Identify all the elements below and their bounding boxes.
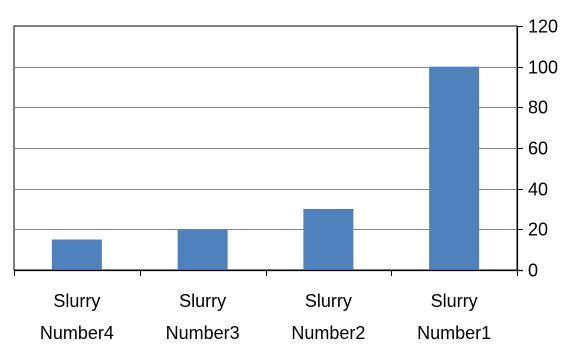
x-tick-label-slurry-number4: Slurry Number4 xyxy=(40,291,114,343)
x-tick-label-slurry-number1: Slurry Number1 xyxy=(417,291,491,343)
x-tick-label-slurry-number3: Slurry Number3 xyxy=(166,291,240,343)
x-tick-label-slurry-number2: Slurry Number2 xyxy=(291,291,365,343)
y-tick-labels: 0 20 40 60 80 100 120 xyxy=(517,17,558,281)
x-tick-label-line: Number3 xyxy=(166,323,240,343)
y-tick-label-20: 20 xyxy=(528,220,548,240)
bar-slurry-number1 xyxy=(429,66,480,271)
y-tick-label-0: 0 xyxy=(528,261,538,281)
y-tick-label-80: 80 xyxy=(528,98,548,118)
bar-slurry-number2 xyxy=(303,209,354,270)
x-tick-label-line: Slurry xyxy=(305,291,352,311)
y-tick-label-60: 60 xyxy=(528,139,548,159)
x-tick-label-line: Number4 xyxy=(40,323,114,343)
x-tick-label-line: Number1 xyxy=(417,323,491,343)
y-tick-label-120: 120 xyxy=(528,17,558,37)
bar-slurry-number3 xyxy=(177,229,228,270)
y-tick-label-40: 40 xyxy=(528,180,548,200)
x-tick-label-line: Slurry xyxy=(179,291,226,311)
x-tick-label-line: Slurry xyxy=(53,291,100,311)
y-tick-label-100: 100 xyxy=(528,58,558,78)
bars xyxy=(51,66,480,271)
x-tick-label-line: Number2 xyxy=(291,323,365,343)
bar-slurry-number4 xyxy=(51,239,102,270)
x-tick-label-line: Slurry xyxy=(431,291,478,311)
